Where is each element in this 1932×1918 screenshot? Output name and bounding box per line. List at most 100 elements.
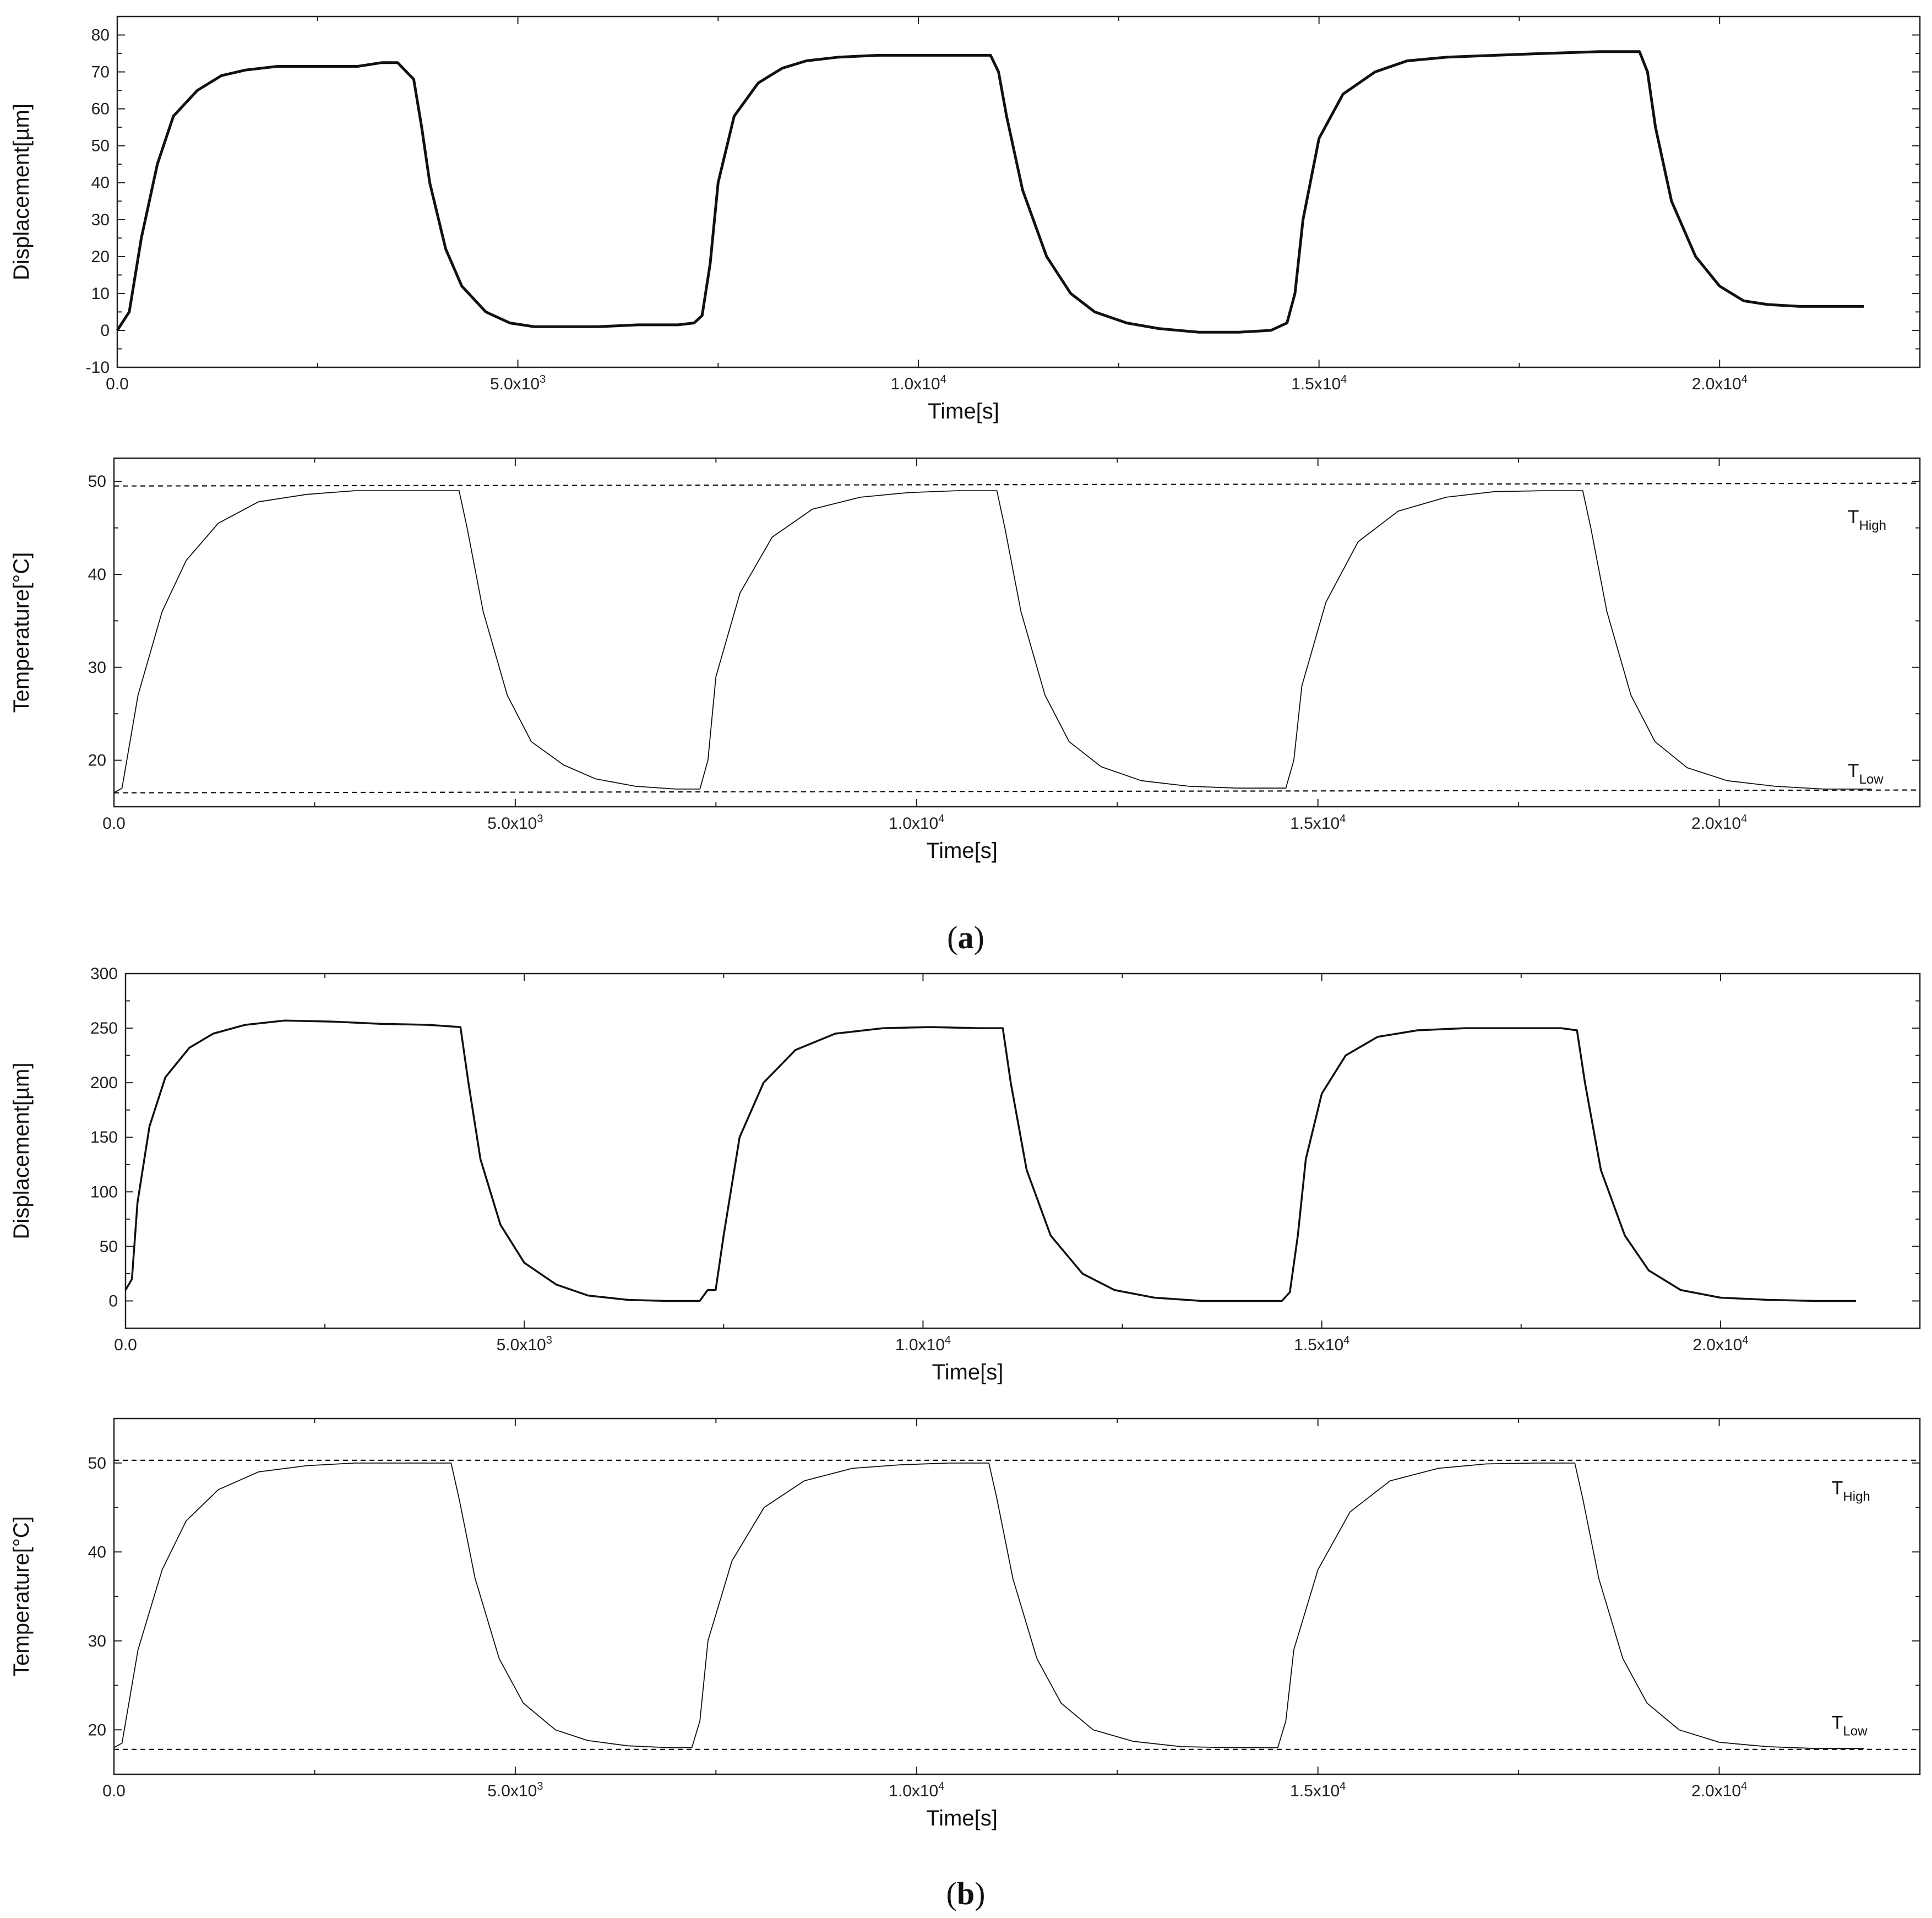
reference-label-low: TLow <box>1832 1713 1868 1739</box>
reference-label-sub: Low <box>1859 772 1884 787</box>
reference-label-high: THigh <box>1832 1477 1870 1504</box>
y-tick-label: 10 <box>91 285 110 303</box>
y-tick-label: 20 <box>88 752 106 770</box>
y-tick-label: 40 <box>88 1543 106 1561</box>
x-tick-label: 0.0 <box>102 1782 126 1800</box>
x-tick-label-base: 5.0x10 <box>487 1782 537 1800</box>
reference-label-sub: High <box>1843 1489 1870 1504</box>
x-tick-label-exponent: 4 <box>1741 813 1747 825</box>
x-tick-label-exponent: 4 <box>938 1780 944 1792</box>
x-tick-label-base: 2.0x10 <box>1692 1336 1742 1354</box>
x-tick-label-base: 0.0 <box>114 1336 137 1354</box>
x-tick-label-base: 1.0x10 <box>889 814 938 833</box>
reference-label-main: T <box>1848 760 1859 781</box>
x-tick-label-exponent: 4 <box>1741 1780 1747 1792</box>
x-tick-label-base: 0.0 <box>102 1782 126 1800</box>
data-series-line <box>116 50 1864 334</box>
y-axis-title: Displacement[µm] <box>9 1063 34 1240</box>
x-tick-label-exponent: 4 <box>945 1334 951 1346</box>
reference-label-high: THigh <box>1848 507 1886 533</box>
x-tick-label-base: 2.0x10 <box>1691 1782 1741 1800</box>
x-tick-label-base: 5.0x10 <box>497 1336 546 1354</box>
x-tick-label: 2.0x104 <box>1691 1780 1747 1800</box>
x-tick-label-base: 5.0x10 <box>487 814 537 833</box>
data-series-line <box>113 1462 1864 1749</box>
x-tick-label-base: 5.0x10 <box>490 375 540 393</box>
x-tick-label-exponent: 4 <box>938 813 944 825</box>
panel-label-a: (a) <box>947 920 984 955</box>
x-tick-label: 1.0x104 <box>895 1334 951 1354</box>
x-tick-label: 1.5x104 <box>1290 813 1346 833</box>
chart-a-temperature: 0.0 5.0x103 1.0x104 1.5x104 2.0x10420304050T… <box>9 457 1921 863</box>
x-axis-title: Time[s] <box>928 399 999 423</box>
panel-label-a-letter: a <box>958 920 974 955</box>
x-tick-label-exponent: 3 <box>540 373 546 385</box>
y-tick-label: 50 <box>88 1454 106 1473</box>
x-axis-title: Time[s] <box>926 839 998 863</box>
reference-label-sub: High <box>1859 518 1886 533</box>
x-tick-label: 2.0x104 <box>1691 813 1747 833</box>
x-tick-label-base: 1.0x10 <box>891 375 940 393</box>
t-high-reference-line <box>113 482 1920 487</box>
x-tick-label: 5.0x103 <box>497 1334 552 1354</box>
chart-b-temperature: 0.0 5.0x103 1.0x104 1.5x104 2.0x10420304050T… <box>9 1417 1921 1830</box>
y-tick-label: 50 <box>91 137 110 155</box>
x-tick-label: 0.0 <box>106 375 129 393</box>
panel-label-b-close: ) <box>975 1876 985 1911</box>
y-tick-label: 80 <box>91 26 110 45</box>
x-tick-label-base: 1.5x10 <box>1290 1782 1340 1800</box>
x-tick-label: 1.0x104 <box>891 373 946 393</box>
y-axis-title: Temperature[°C] <box>9 1516 34 1677</box>
x-tick-label: 5.0x103 <box>487 1780 543 1800</box>
reference-label-main: T <box>1832 1713 1843 1734</box>
y-tick-label: 100 <box>90 1183 118 1201</box>
reference-label-main: T <box>1848 507 1859 528</box>
x-tick-label: 1.5x104 <box>1290 1780 1346 1800</box>
y-tick-label: 20 <box>88 1721 106 1739</box>
y-tick-label: 50 <box>88 472 106 491</box>
y-tick-label: 0 <box>100 322 110 340</box>
y-tick-label: 30 <box>91 211 110 229</box>
x-tick-label-exponent: 4 <box>1340 1780 1346 1792</box>
x-axis-title: Time[s] <box>932 1360 1004 1384</box>
x-tick-label: 1.0x104 <box>889 813 944 833</box>
x-tick-label-exponent: 4 <box>1343 1334 1349 1346</box>
y-tick-label: 30 <box>88 659 106 677</box>
x-tick-label-base: 2.0x10 <box>1692 375 1741 393</box>
x-tick-label-exponent: 4 <box>1341 373 1347 385</box>
data-series-line <box>113 490 1872 794</box>
x-tick-label-base: 1.0x10 <box>895 1336 945 1354</box>
t-low-reference-line <box>113 789 1920 794</box>
reference-label-main: T <box>1832 1477 1843 1498</box>
x-tick-label-exponent: 4 <box>1742 1334 1748 1346</box>
panel-label-a-close: ) <box>974 920 984 955</box>
data-series-line <box>124 1019 1857 1302</box>
y-tick-label: 0 <box>108 1292 118 1310</box>
x-tick-label-exponent: 3 <box>546 1334 552 1346</box>
plot-frame <box>113 457 1921 808</box>
x-tick-label: 2.0x104 <box>1692 1334 1748 1354</box>
x-tick-label: 5.0x103 <box>487 813 543 833</box>
y-tick-label: 70 <box>91 63 110 81</box>
y-tick-label: 20 <box>91 248 110 266</box>
x-tick-label-exponent: 4 <box>940 373 946 385</box>
panel-label-b: (b) <box>946 1876 986 1911</box>
y-tick-label: 50 <box>100 1237 118 1256</box>
x-tick-label: 1.0x104 <box>889 1780 944 1800</box>
y-tick-label: -10 <box>86 358 110 377</box>
x-tick-label-base: 1.5x10 <box>1290 814 1340 833</box>
panel-label-b-letter: b <box>957 1876 975 1911</box>
x-tick-label: 5.0x103 <box>490 373 546 393</box>
chart-b-displacement: 0.0 5.0x103 1.0x104 1.5x104 2.0x104050100150… <box>9 965 1921 1384</box>
y-tick-label: 60 <box>91 100 110 118</box>
plot-frame <box>124 972 1921 1329</box>
reference-label-sub: Low <box>1843 1724 1868 1739</box>
x-axis-title: Time[s] <box>926 1806 998 1830</box>
x-tick-label-base: 1.0x10 <box>889 1782 938 1800</box>
x-tick-label-base: 1.5x10 <box>1291 375 1341 393</box>
y-axis-title: Displacement[µm] <box>9 104 34 280</box>
reference-label-low: TLow <box>1848 760 1884 787</box>
y-tick-label: 150 <box>90 1128 118 1147</box>
